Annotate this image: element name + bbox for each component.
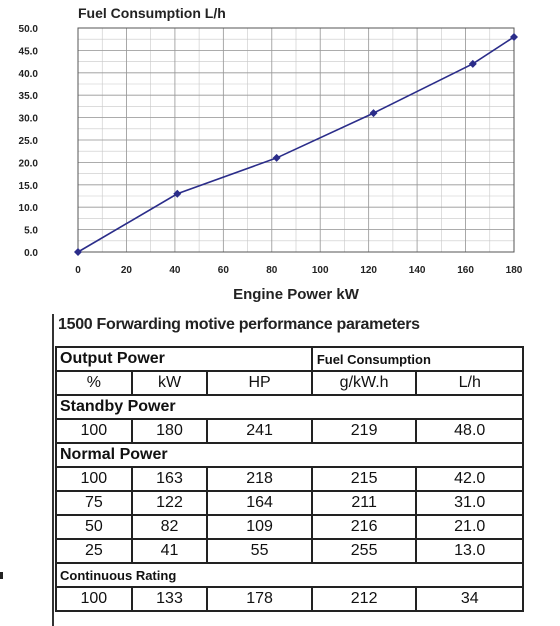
- data-points: [74, 32, 518, 256]
- table-cell: 122: [130, 490, 209, 516]
- data-point: [173, 189, 182, 198]
- table-row: 100 163 218 215 42.0: [55, 466, 524, 492]
- table-title: 1500 Forwarding motive performance param…: [58, 316, 420, 333]
- y-tick-labels: 0.0 5.0 10.0 15.0 20.0 25.0 30.0 35.0 40.0 45.0 50…: [19, 24, 39, 259]
- x-tick-label: 80: [266, 265, 278, 276]
- normal-power-label: Normal Power: [55, 442, 524, 468]
- table-row: 75 122 164 211 31.0: [55, 490, 524, 516]
- unit-cell: HP: [206, 370, 313, 396]
- table-cell: 100: [55, 418, 133, 444]
- table-cell: 180: [130, 418, 209, 444]
- table-cell: 50: [55, 514, 133, 540]
- table-row: 100 180 241 219 48.0: [55, 418, 524, 444]
- table-row: 50 82 109 216 21.0: [55, 514, 524, 540]
- table-cell: 216: [310, 514, 418, 540]
- data-point: [74, 248, 82, 256]
- x-tick-label: 20: [121, 265, 133, 276]
- x-tick-label: 100: [312, 265, 329, 276]
- table-cell: 219: [310, 418, 418, 444]
- y-tick-label: 10.0: [19, 203, 39, 214]
- table-cell: 100: [55, 466, 133, 492]
- table-cell: 133: [130, 586, 209, 612]
- y-tick-label: 25.0: [19, 136, 39, 147]
- table-cell: 109: [206, 514, 313, 540]
- group-row: Normal Power: [55, 442, 524, 468]
- y-tick-label: 0.0: [24, 248, 38, 259]
- x-tick-label: 160: [457, 265, 474, 276]
- unit-cell: kW: [130, 370, 209, 396]
- standby-power-label: Standby Power: [55, 394, 524, 420]
- performance-table: Output Power Fuel Consumption % kW HP g/…: [55, 346, 525, 612]
- x-tick-label: 40: [169, 265, 181, 276]
- table-row: 100 133 178 212 34: [55, 586, 524, 612]
- group-row: Continuous Rating: [55, 562, 524, 588]
- table-cell: 241: [206, 418, 313, 444]
- fuel-consumption-chart: Fuel Consumption L/h 0.0 5.0 10.0 15.0 20.0 2…: [19, 5, 523, 303]
- x-tick-label: 0: [75, 265, 81, 276]
- table-cell: 215: [310, 466, 418, 492]
- unit-cell: g/kW.h: [310, 370, 418, 396]
- table-cell: 13.0: [415, 538, 524, 564]
- y-tick-label: 20.0: [19, 158, 39, 169]
- x-tick-label: 60: [218, 265, 230, 276]
- data-point: [510, 32, 518, 41]
- table-cell: 255: [310, 538, 418, 564]
- x-tick-label: 120: [360, 265, 377, 276]
- left-rule: [52, 314, 54, 626]
- table-cell: 82: [130, 514, 209, 540]
- x-tick-labels: 0 20 40 60 80 100 120 140 160 180: [75, 265, 523, 276]
- table-row: 25 41 55 255 13.0: [55, 538, 524, 564]
- data-point: [369, 109, 378, 118]
- chart-title: Fuel Consumption L/h: [78, 5, 226, 21]
- table-cell: 34: [415, 586, 524, 612]
- table-cell: 100: [55, 586, 133, 612]
- side-tick: [0, 572, 3, 579]
- table-cell: 75: [55, 490, 133, 516]
- table-cell: 212: [310, 586, 418, 612]
- table-cell: 41: [130, 538, 209, 564]
- plot-frame: [77, 27, 515, 253]
- units-row: % kW HP g/kW.h L/h: [55, 370, 524, 396]
- data-point: [272, 153, 281, 162]
- table-cell: 42.0: [415, 466, 524, 492]
- continuous-rating-label: Continuous Rating: [55, 562, 524, 588]
- y-tick-label: 30.0: [19, 114, 39, 125]
- table-cell: 25: [55, 538, 133, 564]
- unit-cell: L/h: [415, 370, 524, 396]
- table-cell: 178: [206, 586, 313, 612]
- table-cell: 48.0: [415, 418, 524, 444]
- table-cell: 55: [206, 538, 313, 564]
- fuel-consumption-header: Fuel Consumption: [310, 346, 525, 372]
- grid-lines: [77, 27, 515, 253]
- x-tick-label: 140: [409, 265, 426, 276]
- table-cell: 218: [206, 466, 313, 492]
- series-line: [77, 36, 515, 253]
- table-cell: 163: [130, 466, 209, 492]
- group-row: Standby Power: [55, 394, 524, 420]
- unit-cell: %: [55, 370, 133, 396]
- y-tick-label: 40.0: [19, 69, 39, 80]
- x-axis-label: Engine Power kW: [233, 286, 360, 303]
- y-tick-label: 5.0: [24, 226, 38, 237]
- table-cell: 21.0: [415, 514, 524, 540]
- output-power-header: Output Power: [55, 346, 313, 372]
- x-tick-label: 180: [506, 265, 523, 276]
- y-tick-label: 50.0: [19, 24, 39, 35]
- y-tick-label: 45.0: [19, 46, 39, 57]
- table-cell: 164: [206, 490, 313, 516]
- y-tick-label: 15.0: [19, 181, 39, 192]
- data-point: [468, 59, 477, 68]
- table-cell: 211: [310, 490, 418, 516]
- header-row: Output Power Fuel Consumption: [55, 346, 525, 372]
- table-cell: 31.0: [415, 490, 524, 516]
- y-tick-label: 35.0: [19, 91, 39, 102]
